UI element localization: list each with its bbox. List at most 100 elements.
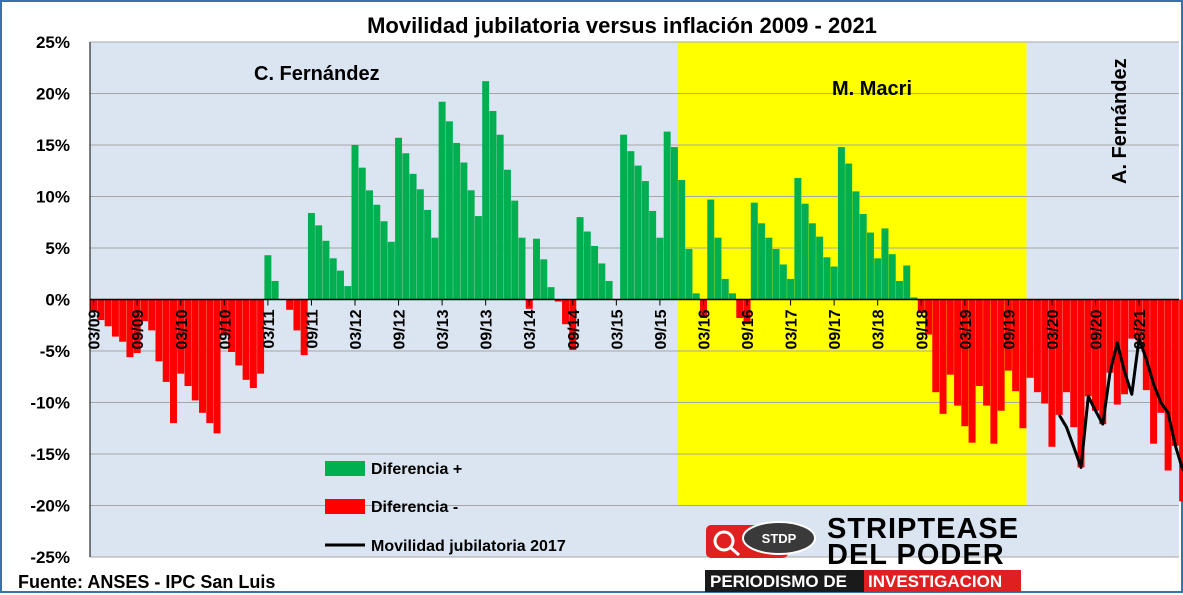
bar xyxy=(968,299,976,443)
bar xyxy=(395,137,403,300)
series-line-movilidad-2017 xyxy=(1057,337,1183,471)
bar xyxy=(554,299,562,302)
bar xyxy=(874,258,882,300)
bar xyxy=(1062,299,1070,393)
bar xyxy=(1142,299,1150,391)
bar xyxy=(119,299,127,342)
bar xyxy=(808,223,816,300)
bar xyxy=(533,238,540,300)
x-tick-label: 09/09 xyxy=(130,309,147,349)
bar xyxy=(983,299,991,406)
annotation-m-macri: M. Macri xyxy=(832,78,912,100)
bar xyxy=(293,299,301,331)
x-tick-label: 03/16 xyxy=(696,309,713,349)
x-tick-label: 09/12 xyxy=(392,309,409,349)
y-tick-label: -10% xyxy=(30,394,70,413)
bar xyxy=(591,245,599,300)
bar xyxy=(1171,299,1179,446)
x-tick-label: 09/20 xyxy=(1089,309,1106,349)
bar xyxy=(699,299,707,319)
bar xyxy=(1077,299,1085,468)
chart-title: Movilidad jubilatoria versus inflación 2… xyxy=(367,13,877,38)
annotation-c-fernandez: C. Fernández xyxy=(254,63,380,85)
bar xyxy=(569,299,577,350)
bar xyxy=(424,209,432,300)
y-tick-label: -5% xyxy=(40,342,70,361)
bar xyxy=(736,299,744,319)
bar xyxy=(336,270,344,300)
x-tick-label: 09/11 xyxy=(304,309,321,348)
bar xyxy=(213,299,221,434)
bar xyxy=(453,142,461,300)
x-tick-label: 09/15 xyxy=(653,309,670,349)
bar xyxy=(503,169,511,300)
x-tick-label: 03/10 xyxy=(174,309,191,349)
bar xyxy=(634,165,642,300)
bar xyxy=(547,287,555,300)
bar xyxy=(1019,299,1027,429)
bar xyxy=(750,202,758,300)
magnifier-handle xyxy=(730,546,740,557)
bar xyxy=(358,167,366,300)
legend-label-positive: Diferencia + xyxy=(371,461,462,478)
bar xyxy=(830,266,838,300)
bar xyxy=(772,249,780,300)
logo-bar-text-right: INVESTIGACION xyxy=(868,572,1002,591)
x-tick-label: 09/17 xyxy=(827,309,844,349)
logo-emblem xyxy=(742,521,816,555)
bar xyxy=(366,190,373,300)
bar xyxy=(823,257,831,300)
x-tick-label: 03/15 xyxy=(609,309,626,349)
bar xyxy=(409,173,417,300)
x-tick-label: 03/17 xyxy=(784,309,801,349)
y-tick-label: 5% xyxy=(45,239,70,258)
bar xyxy=(518,237,526,300)
x-tick-label: 09/10 xyxy=(217,309,234,349)
bar xyxy=(779,264,787,300)
bar xyxy=(315,225,323,300)
bar xyxy=(540,259,548,300)
y-tick-label: 25% xyxy=(36,33,70,52)
bar xyxy=(402,153,410,300)
bar xyxy=(961,299,969,427)
bar xyxy=(721,278,729,300)
bar xyxy=(975,299,983,387)
x-tick-label: 03/14 xyxy=(522,309,539,349)
bar xyxy=(859,214,867,300)
bar xyxy=(184,299,192,387)
bar xyxy=(140,299,148,322)
y-tick-label: 10% xyxy=(36,188,70,207)
bar xyxy=(1113,299,1121,405)
bar xyxy=(511,200,519,300)
bar xyxy=(692,293,700,300)
bar xyxy=(997,299,1005,411)
bars xyxy=(90,81,1183,502)
y-tick-label: 15% xyxy=(36,136,70,155)
bar xyxy=(576,217,584,300)
bar xyxy=(351,145,359,300)
legend-label-line: Movilidad jubilatoria 2017 xyxy=(371,538,566,555)
bar xyxy=(249,299,257,389)
x-tick-label: 03/11 xyxy=(261,309,278,348)
bar xyxy=(845,163,853,300)
bar xyxy=(155,299,163,362)
bar xyxy=(1157,299,1165,413)
bar xyxy=(562,299,570,325)
bar xyxy=(104,299,112,327)
x-tick-label: 03/09 xyxy=(87,309,104,349)
bar xyxy=(896,280,903,300)
legend-swatch-negative xyxy=(325,499,365,514)
bar xyxy=(816,236,824,300)
bar xyxy=(191,299,199,401)
bar xyxy=(177,299,185,374)
bar xyxy=(286,299,294,310)
y-tick-label: 0% xyxy=(45,291,70,310)
bar xyxy=(148,299,156,331)
bar xyxy=(729,293,736,300)
macri-period-band xyxy=(678,42,1027,506)
bar xyxy=(1012,299,1020,392)
bar xyxy=(460,162,468,300)
bar xyxy=(925,299,933,335)
bar xyxy=(329,258,337,300)
bar xyxy=(954,299,962,406)
